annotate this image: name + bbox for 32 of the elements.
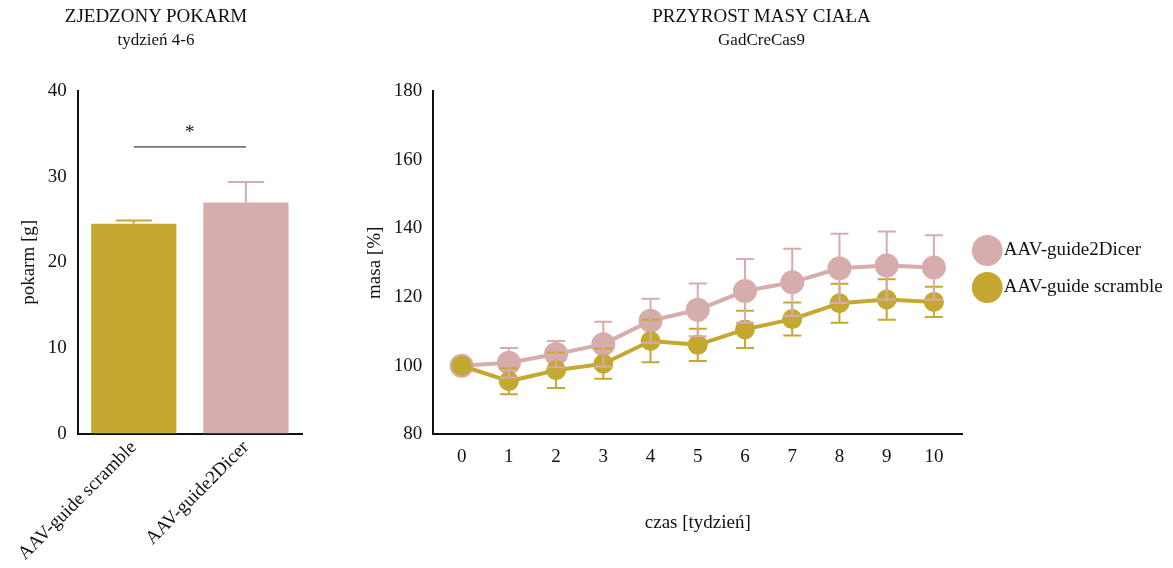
x-tick-label: 0 [456, 444, 467, 466]
x-tick-label: 9 [881, 444, 892, 466]
x-tick-label: 3 [598, 444, 609, 466]
y-tick-label: 40 [47, 79, 67, 101]
y-axis-title: masa [%] [363, 226, 385, 299]
y-tick-label: 80 [403, 422, 423, 444]
y-tick-label: 10 [47, 335, 67, 357]
x-tick-label: 2 [551, 444, 561, 466]
legend-label: AAV-guide2Dicer [1003, 238, 1142, 260]
y-tick-label: 140 [393, 216, 423, 238]
x-tick-label: 1 [504, 444, 514, 466]
x-tick-label: 4 [645, 444, 656, 466]
y-tick-label: 100 [393, 353, 423, 375]
x-tick-label: 6 [740, 444, 750, 466]
y-tick-label: 0 [57, 421, 67, 443]
annotation: * [185, 121, 195, 143]
chart-title: PRZYROST MASY CIAŁA [652, 5, 872, 27]
y-tick-label: 30 [47, 164, 67, 186]
x-tick-label: 8 [834, 444, 845, 466]
y-tick-label: 160 [393, 147, 423, 169]
chart-subtitle: GadCreCas9 [718, 30, 805, 50]
chart-title: ZJEDZONY POKARM [64, 5, 248, 27]
y-tick-label: 20 [47, 250, 67, 272]
y-tick-label: 120 [393, 285, 423, 307]
y-axis-title: pokarm [g] [17, 219, 39, 305]
chart-subtitle: tydzień 4-6 [117, 30, 195, 50]
legend-label: AAV-guide scramble [1003, 275, 1163, 297]
x-tick-label: 7 [787, 444, 797, 466]
x-tick-label: 5 [693, 444, 703, 466]
x-tick-label: 10 [924, 444, 944, 466]
y-tick-label: 180 [393, 79, 423, 101]
x-axis-title: czas [tydzień] [644, 510, 751, 532]
